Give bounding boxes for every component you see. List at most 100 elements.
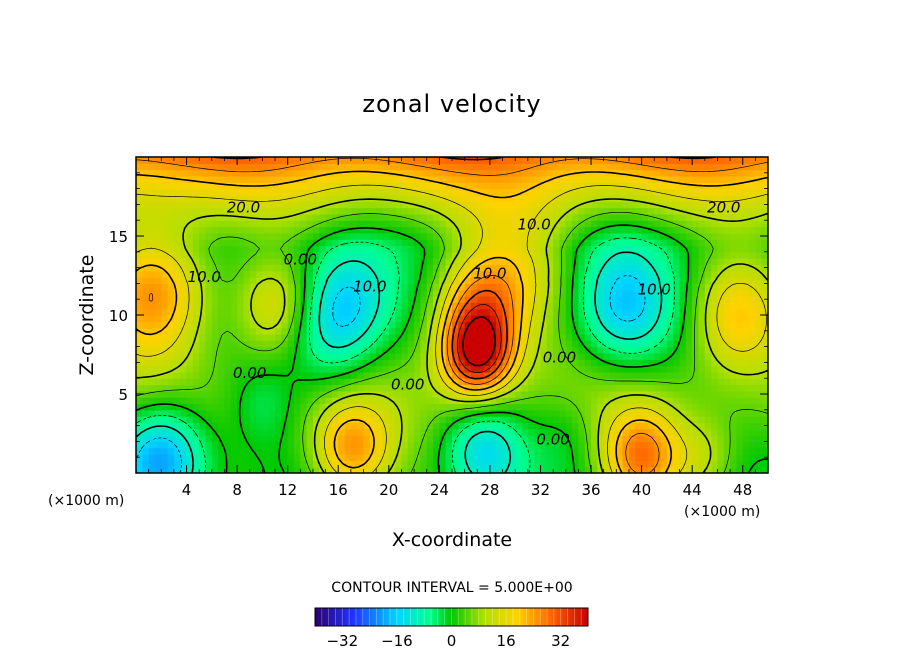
heatmap-cell	[211, 390, 219, 398]
heatmap-cell	[294, 169, 301, 177]
heatmap-cell	[433, 251, 440, 259]
heatmap-cell	[439, 182, 447, 190]
heatmap-cell	[331, 308, 339, 316]
heatmap-cell	[508, 384, 516, 392]
heatmap-cell	[704, 175, 712, 183]
heatmap-cell	[148, 428, 156, 436]
heatmap-cell	[546, 384, 554, 392]
heatmap-cell	[256, 466, 263, 473]
heatmap-cell	[287, 283, 295, 291]
heatmap-cell	[591, 384, 598, 392]
heatmap-cell	[180, 289, 188, 297]
heatmap-cell	[224, 422, 232, 430]
heatmap-cell	[350, 460, 358, 468]
heatmap-cell	[256, 194, 263, 202]
heatmap-cell	[597, 365, 605, 373]
heatmap-cell	[294, 352, 301, 360]
heatmap-cell	[470, 296, 478, 303]
heatmap-cell	[641, 371, 649, 379]
heatmap-cell	[692, 258, 700, 266]
heatmap-cell	[281, 258, 289, 266]
heatmap-cell	[312, 352, 320, 360]
heatmap-cell	[635, 226, 643, 234]
heatmap-cell	[761, 270, 768, 278]
heatmap-cell	[540, 346, 548, 354]
heatmap-cell	[616, 232, 624, 240]
heatmap-cell	[673, 308, 681, 316]
heatmap-cell	[452, 302, 459, 310]
heatmap-cell	[654, 352, 662, 360]
heatmap-cell	[483, 321, 491, 329]
heatmap-cell	[199, 340, 207, 348]
heatmap-cell	[414, 371, 421, 379]
heatmap-cell	[148, 226, 156, 234]
heatmap-cell	[161, 390, 169, 398]
heatmap-cell	[628, 327, 636, 335]
heatmap-cell	[186, 409, 194, 417]
heatmap-cell	[262, 365, 270, 373]
heatmap-cell	[199, 422, 207, 430]
heatmap-cell	[546, 378, 554, 386]
heatmap-cell	[666, 390, 674, 398]
heatmap-cell	[136, 251, 143, 259]
heatmap-cell	[515, 302, 523, 310]
heatmap-cell	[635, 169, 643, 177]
heatmap-cell	[711, 283, 719, 291]
heatmap-cell	[199, 371, 207, 379]
heatmap-cell	[300, 346, 308, 354]
heatmap-cell	[464, 321, 472, 329]
heatmap-cell	[369, 321, 377, 329]
heatmap-cell	[186, 302, 194, 310]
heatmap-cell	[363, 460, 371, 468]
heatmap-cell	[673, 157, 681, 164]
heatmap-cell	[237, 371, 245, 379]
heatmap-cell	[698, 163, 706, 171]
heatmap-cell	[534, 270, 542, 278]
heatmap-cell	[527, 239, 535, 247]
heatmap-cell	[597, 163, 605, 171]
heatmap-cell	[306, 296, 314, 303]
heatmap-cell	[148, 302, 156, 310]
heatmap-cell	[262, 264, 270, 272]
heatmap-cell	[616, 390, 624, 398]
heatmap-cell	[761, 333, 768, 341]
heatmap-cell	[325, 327, 333, 335]
heatmap-cell	[610, 390, 617, 398]
heatmap-cell	[521, 371, 529, 379]
heatmap-cell	[761, 289, 768, 297]
heatmap-cell	[249, 321, 257, 329]
heatmap-cell	[268, 201, 276, 209]
heatmap-cell	[654, 460, 662, 468]
heatmap-cell	[761, 220, 768, 228]
heatmap-cell	[180, 390, 188, 398]
heatmap-cell	[496, 454, 504, 461]
heatmap-cell	[414, 188, 421, 196]
heatmap-cell	[508, 194, 516, 202]
heatmap-cell	[584, 169, 592, 177]
heatmap-cell	[572, 422, 579, 430]
heatmap-cell	[211, 409, 219, 417]
heatmap-cell	[325, 397, 333, 405]
heatmap-cell	[685, 416, 693, 424]
heatmap-cell	[616, 352, 624, 360]
heatmap-cell	[452, 207, 459, 215]
heatmap-cell	[603, 333, 611, 341]
heatmap-cell	[508, 327, 516, 335]
heatmap-cell	[470, 447, 478, 455]
heatmap-cell	[698, 283, 706, 291]
heatmap-cell	[218, 352, 226, 360]
heatmap-cell	[414, 175, 421, 183]
heatmap-cell	[597, 232, 605, 240]
heatmap-cell	[192, 315, 200, 322]
heatmap-cell	[679, 346, 687, 354]
heatmap-cell	[496, 169, 504, 177]
heatmap-cell	[736, 213, 744, 221]
heatmap-cell	[761, 384, 768, 392]
heatmap-cell	[180, 352, 188, 360]
heatmap-cell	[673, 315, 681, 322]
heatmap-cell	[584, 371, 592, 379]
heatmap-cell	[534, 352, 542, 360]
heatmap-cell	[407, 188, 415, 196]
heatmap-cell	[527, 466, 535, 473]
heatmap-cell	[736, 258, 744, 266]
